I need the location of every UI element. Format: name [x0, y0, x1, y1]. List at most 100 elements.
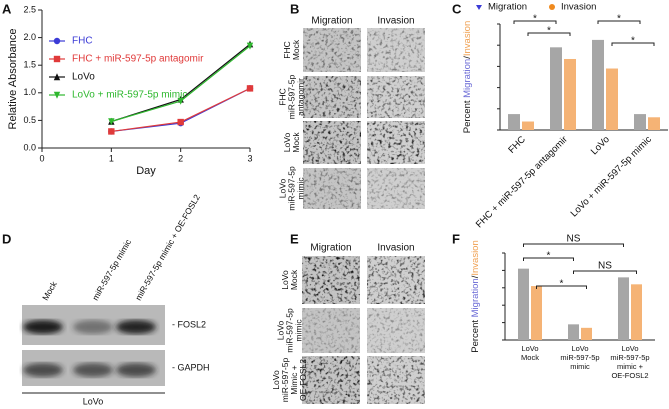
- bar: [564, 58, 576, 131]
- legend-label: FHC + miR-597-5p antagomir: [72, 54, 204, 65]
- significance-label: NS: [598, 261, 612, 272]
- bar: [531, 286, 542, 340]
- legend-label: FHC: [72, 36, 93, 47]
- y-tick-label: 0.5: [23, 115, 36, 125]
- y-axis-label-part: Migration: [470, 278, 481, 317]
- significance-bracket: [573, 270, 637, 274]
- y-axis-label: Percent Migration/Invasion: [470, 240, 481, 353]
- micrograph-cells: [367, 28, 425, 72]
- x-tick-label: Mock: [521, 353, 539, 362]
- band-label: - FOSL2: [172, 319, 206, 329]
- row-label: mimic: [295, 177, 305, 200]
- row-label: LoVo: [271, 370, 281, 390]
- y-axis-label-part: Percent: [470, 320, 481, 353]
- row-label: miR-597-5p: [284, 308, 294, 353]
- y-tick-label: 1.0: [23, 87, 36, 97]
- column-header: Invasion: [377, 16, 414, 27]
- y-axis-label-part: Migration: [462, 59, 473, 98]
- micrograph-cells: [302, 356, 360, 404]
- x-tick-label: 1: [109, 153, 114, 163]
- x-tick-label: mimic +: [617, 362, 644, 371]
- y-axis-label-part: Invasion: [470, 240, 481, 275]
- micrograph-cells: [367, 308, 425, 353]
- y-axis-label: Percent Migration/Invasion: [462, 21, 473, 134]
- x-tick-label: FHC: [506, 134, 528, 156]
- blot-band: [116, 363, 156, 377]
- bar: [581, 327, 592, 340]
- micrograph-cells: [367, 76, 425, 118]
- significance-label: *: [547, 251, 551, 262]
- panel-label: C: [452, 1, 462, 16]
- x-tick-label: 3: [247, 153, 252, 163]
- y-axis-label-part: /: [462, 56, 473, 59]
- row-label: LoVo: [275, 321, 285, 341]
- bar: [568, 324, 579, 340]
- micrograph-cells: [367, 256, 425, 304]
- significance-label: *: [547, 26, 551, 37]
- column-header: Invasion: [377, 243, 414, 254]
- marker: [177, 97, 184, 105]
- bar: [631, 284, 642, 340]
- significance-bracket: [536, 285, 587, 289]
- legend-marker: [53, 73, 61, 81]
- bar: [508, 114, 520, 130]
- row-label: OE-FOSL2: [298, 359, 308, 401]
- bar: [592, 39, 604, 130]
- legend-label: LoVo: [72, 72, 95, 83]
- x-tick-label: LoVo: [621, 344, 638, 353]
- bar: [648, 117, 660, 130]
- x-tick-label: miR-597-5p: [560, 353, 599, 362]
- blot-band: [73, 363, 113, 377]
- marker: [246, 42, 254, 50]
- row-label: antagomir: [295, 78, 305, 116]
- marker: [108, 128, 115, 135]
- x-tick-label: OE-FOSL2: [611, 371, 648, 380]
- lane-label: miR-597-5p mimic: [90, 237, 134, 302]
- group-label: LoVo: [83, 396, 104, 406]
- blot-band: [23, 320, 63, 334]
- significance-bracket: [513, 20, 557, 24]
- row-label: LoVo: [277, 179, 287, 199]
- legend-label: Migration: [488, 2, 527, 13]
- x-tick-label: LoVo: [571, 344, 588, 353]
- y-tick-label: 0.0: [23, 142, 36, 152]
- row-label: Mock: [291, 132, 301, 153]
- row-label: miR-597-5p: [286, 166, 296, 211]
- significance-bracket: [611, 42, 655, 46]
- x-tick-label: LoVo: [589, 134, 612, 157]
- row-label: mimic: [293, 319, 303, 342]
- row-label: FHC: [277, 88, 287, 105]
- legend-marker: [476, 5, 482, 10]
- bar: [618, 277, 629, 340]
- panel-label: D: [2, 231, 11, 246]
- legend-label: LoVo + miR-597-5p mimic: [72, 90, 187, 101]
- micrograph-cells: [303, 28, 361, 72]
- significance-label: *: [533, 14, 537, 25]
- significance-bracket: [523, 257, 574, 261]
- y-tick-label: 1.5: [23, 60, 36, 70]
- bar: [634, 114, 646, 130]
- x-tick-label: 0: [39, 153, 44, 163]
- micrograph-cells: [367, 356, 425, 404]
- blot-band: [23, 363, 63, 377]
- row-label: Mimic +: [289, 365, 299, 395]
- row-label: LoVo: [280, 270, 290, 290]
- micrograph-cells: [303, 121, 361, 164]
- legend-marker: [53, 55, 61, 63]
- panel-label: B: [290, 1, 299, 16]
- x-tick-label: LoVo + miR-597-5p mimic: [569, 134, 654, 219]
- bar: [522, 121, 534, 130]
- bar: [518, 268, 529, 340]
- lane-label: miR-597-5p mimic + OE-FOSL2: [133, 192, 202, 302]
- significance-label: *: [631, 36, 635, 47]
- micrograph-cells: [303, 76, 361, 118]
- marker: [108, 118, 115, 126]
- row-label: miR-597-5p: [280, 358, 290, 403]
- legend-marker: [549, 4, 555, 10]
- blot-band: [116, 320, 156, 334]
- significance-bracket: [597, 20, 641, 24]
- x-tick-label: FHC + miR-597-5p antagomir: [474, 134, 570, 230]
- x-tick-label: 2: [178, 153, 183, 163]
